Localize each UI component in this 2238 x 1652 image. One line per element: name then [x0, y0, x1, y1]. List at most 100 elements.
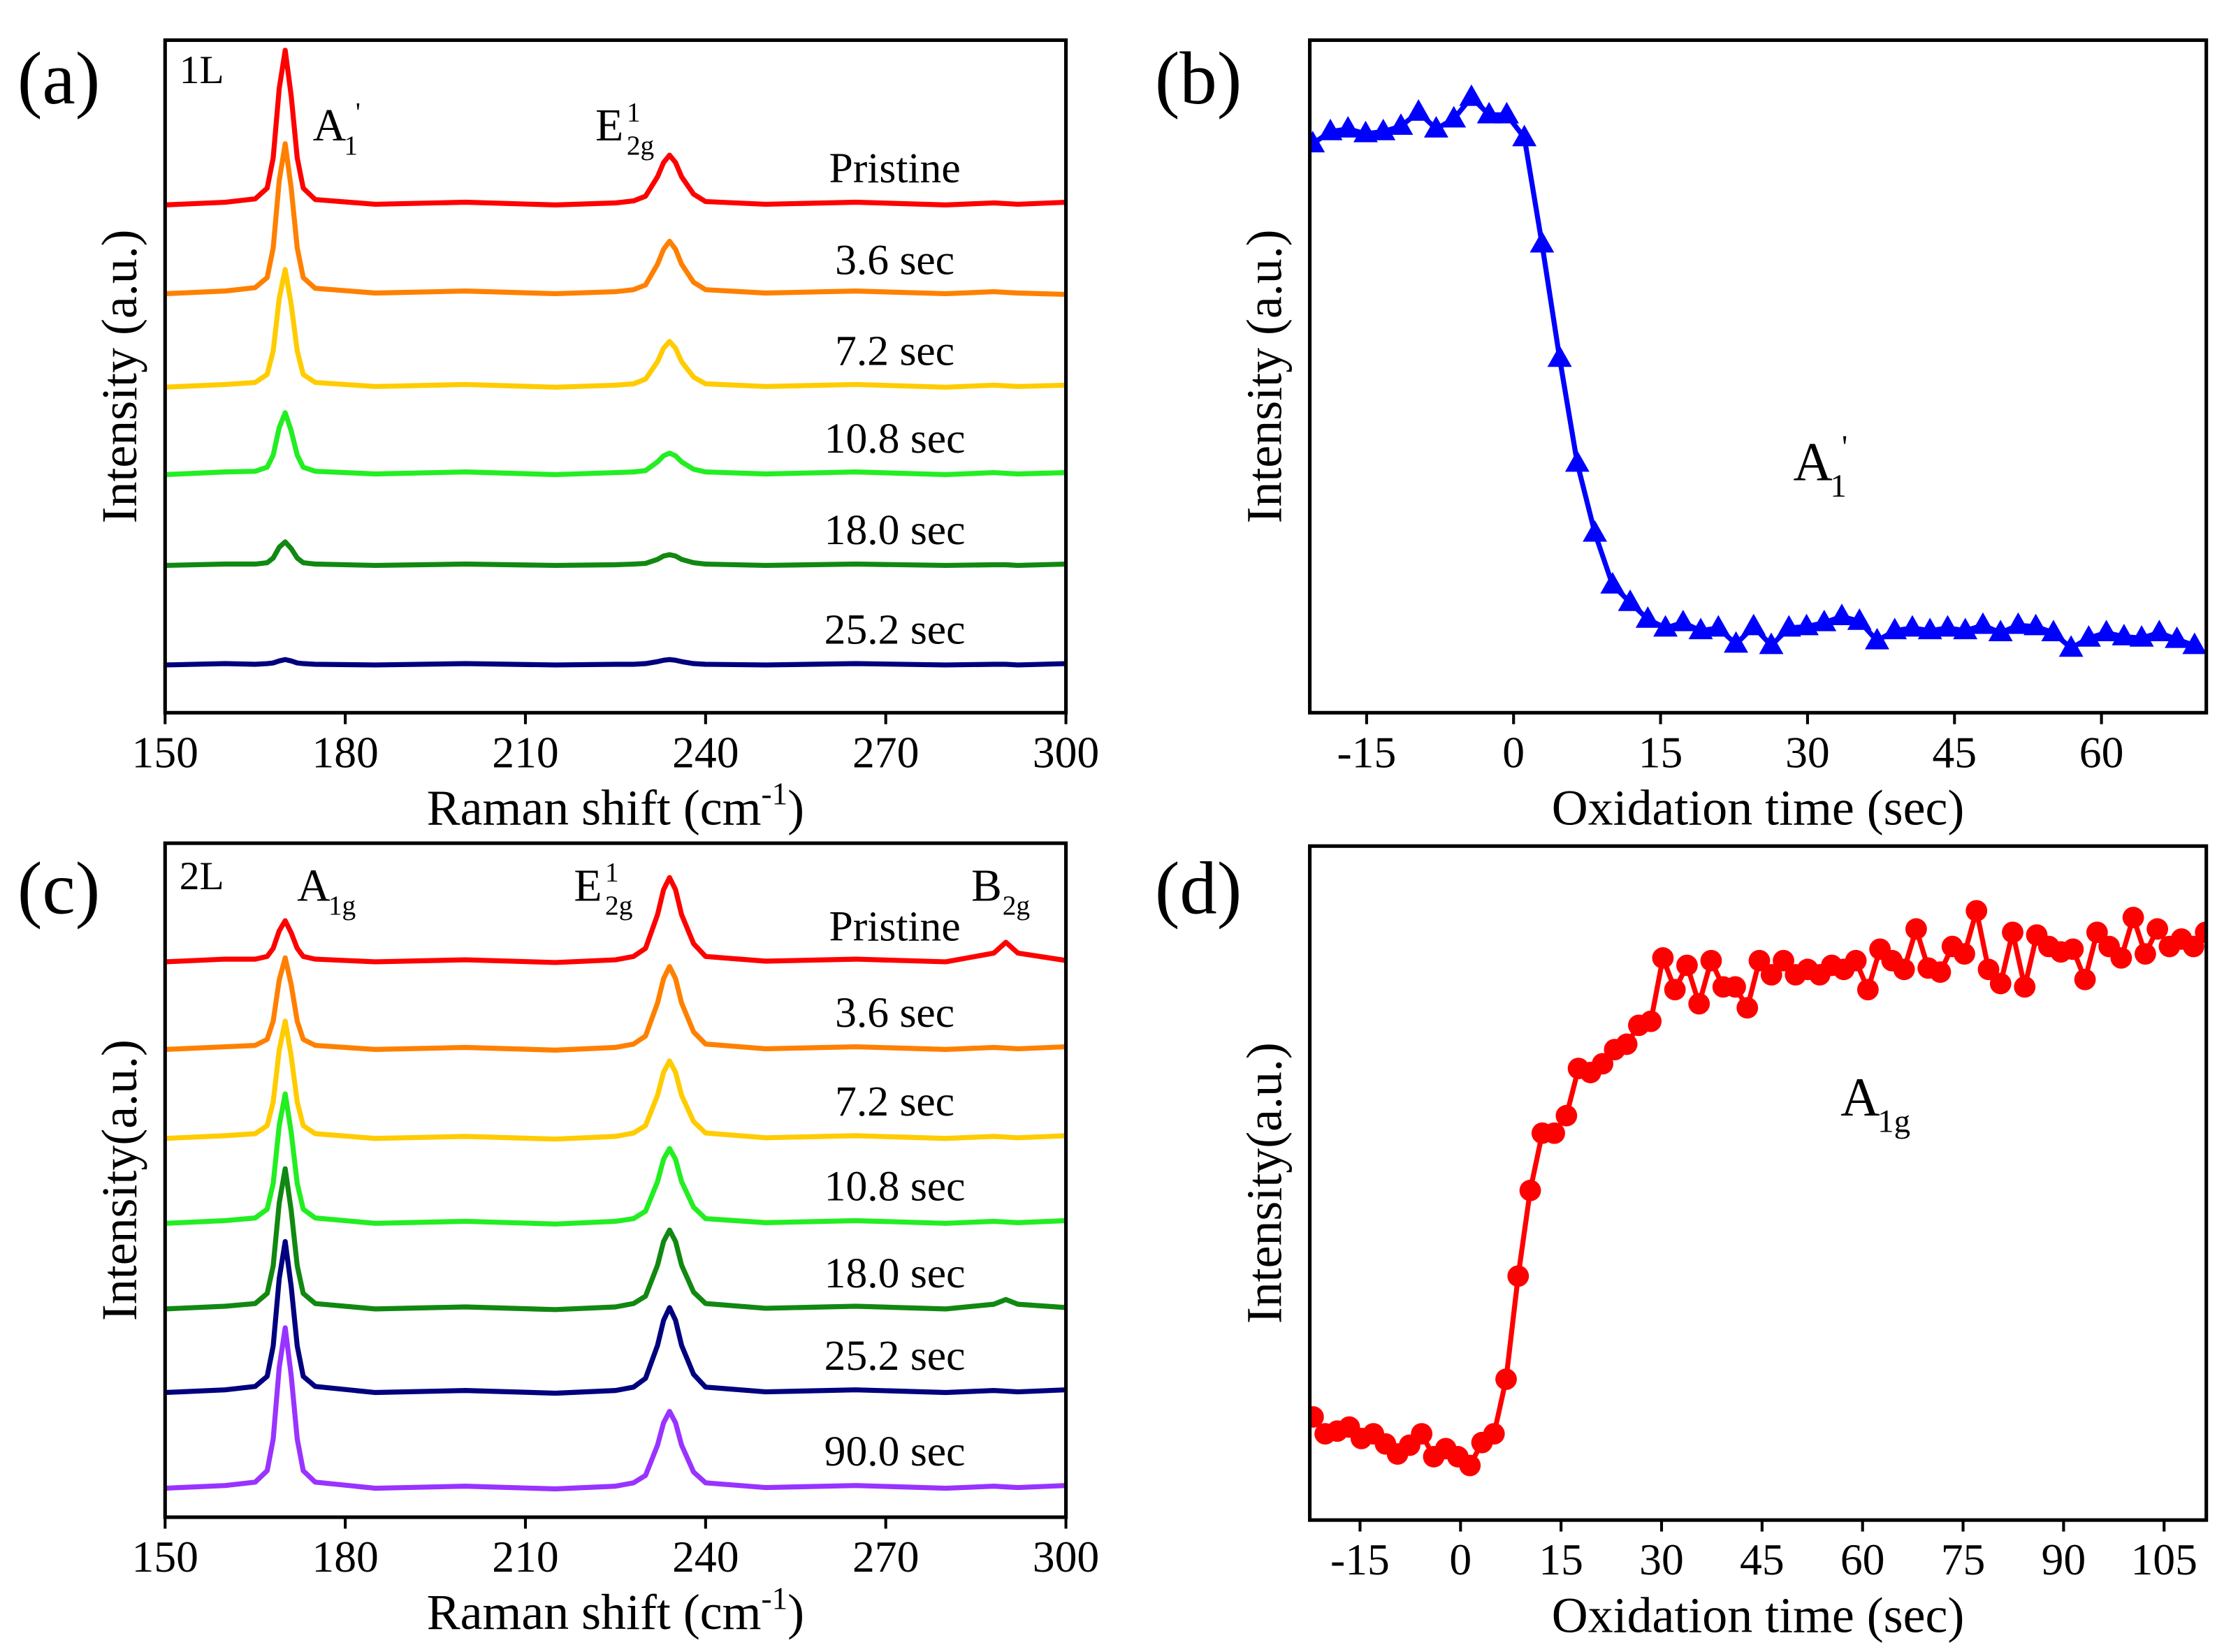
marker: [1965, 900, 1988, 922]
series-line: [1311, 908, 2207, 1468]
marker: [1773, 949, 1794, 972]
peak-label-sub: 1: [1830, 468, 1846, 504]
marker: [1371, 118, 1396, 140]
x-axis-label-suffix: ): [787, 1584, 804, 1640]
marker: [2146, 918, 2169, 940]
panel-label: (a): [17, 38, 100, 120]
peak-label-sup: ': [1842, 429, 1847, 465]
marker: [1700, 949, 1722, 972]
marker: [1917, 617, 1942, 640]
x-tick-label: 300: [1033, 1532, 1099, 1581]
marker: [1905, 918, 1927, 940]
x-tick-label: 30: [1639, 1535, 1684, 1584]
x-tick-label: 15: [1539, 1535, 1583, 1584]
marker: [1953, 617, 1978, 640]
peak-label: E: [574, 860, 602, 911]
marker: [1635, 606, 1660, 628]
x-tick-label: 240: [672, 1532, 739, 1581]
y-axis-label: Intensity(a.u.): [1236, 1042, 1292, 1324]
marker: [1736, 997, 1759, 1019]
x-tick-label: -15: [1330, 1535, 1390, 1584]
x-tick-label: 150: [132, 727, 198, 777]
marker: [1664, 979, 1686, 1001]
peak-label: A: [297, 860, 330, 911]
marker: [1459, 84, 1484, 106]
marker: [1929, 961, 1952, 984]
marker: [2058, 635, 2084, 657]
plot-frame: [1307, 38, 2209, 715]
marker: [2086, 921, 2108, 944]
x-axis-label-suffix: ): [787, 780, 804, 835]
x-tick-label: 60: [2079, 727, 2124, 777]
marker: [1706, 615, 1731, 637]
x-axis-label-text: Oxidation time (sec): [1552, 1587, 1965, 1643]
sample-label: 2L: [180, 854, 224, 898]
marker: [1900, 615, 1925, 637]
x-tick-label: 300: [1033, 727, 1099, 777]
series-label: 18.0 sec: [824, 1250, 966, 1297]
marker: [1989, 972, 2012, 995]
peak-label: A: [313, 100, 346, 151]
peak-label: A: [1840, 1067, 1880, 1127]
peak-label-sub: 1g: [1877, 1104, 1910, 1140]
marker: [1954, 943, 1975, 965]
x-tick-label: 15: [1638, 727, 1683, 777]
peak-label-sub: 2g: [605, 890, 632, 921]
marker: [1653, 615, 1678, 637]
marker: [1847, 608, 1872, 630]
marker: [1893, 958, 1915, 981]
marker: [1724, 976, 1746, 998]
series-line: [165, 47, 1066, 207]
x-tick-label: 45: [1932, 727, 1977, 777]
x-tick-label: 0: [1502, 727, 1525, 777]
marker: [2002, 921, 2023, 944]
y-axis-label: Intensity(a.u.): [92, 1039, 147, 1321]
marker: [1970, 612, 1996, 634]
marker: [1309, 1406, 1324, 1428]
marker: [1411, 1423, 1433, 1445]
marker: [2122, 907, 2144, 928]
series-line: [165, 657, 1066, 668]
series-line: [165, 955, 1066, 1053]
x-tick-label: 0: [1449, 1535, 1472, 1584]
x-axis-label-sup: -1: [762, 1581, 788, 1616]
peak-label-sup: ': [356, 97, 361, 128]
marker: [1543, 1122, 1565, 1144]
marker: [1406, 99, 1431, 121]
marker: [1335, 116, 1360, 138]
marker: [1812, 609, 1837, 631]
series-line: [165, 1091, 1066, 1227]
marker: [1794, 613, 1819, 636]
series-line: [165, 875, 1066, 965]
marker: [1495, 1368, 1517, 1390]
marker: [2182, 632, 2207, 655]
panel-label: (c): [17, 848, 100, 930]
series-label: Pristine: [829, 902, 960, 950]
peak-label-sub: 2g: [627, 130, 654, 161]
plot-area: [165, 875, 1066, 1492]
x-tick-label: 90: [2042, 1535, 2086, 1584]
marker: [1724, 631, 1748, 653]
marker: [1748, 949, 1771, 972]
series-line: [165, 141, 1066, 298]
series-label: 90.0 sec: [824, 1428, 966, 1475]
marker: [1592, 1053, 1614, 1075]
x-tick-label: 210: [492, 1532, 558, 1581]
marker: [1671, 609, 1696, 631]
marker: [2146, 620, 2172, 642]
marker: [1640, 1010, 1662, 1032]
marker: [1512, 124, 1537, 147]
peak-label-sup: 1: [627, 97, 641, 128]
marker: [1600, 571, 1625, 594]
marker: [1759, 632, 1784, 655]
series-label: Pristine: [829, 145, 960, 192]
marker: [2094, 620, 2119, 642]
marker: [2110, 947, 2132, 969]
marker: [1441, 105, 1467, 128]
plot-frame: [163, 38, 1068, 715]
x-axis-label: Raman shift (cm-1): [427, 777, 804, 836]
marker: [1583, 520, 1608, 542]
x-axis-label: Raman shift (cm-1): [427, 1581, 804, 1640]
marker: [2062, 938, 2084, 960]
